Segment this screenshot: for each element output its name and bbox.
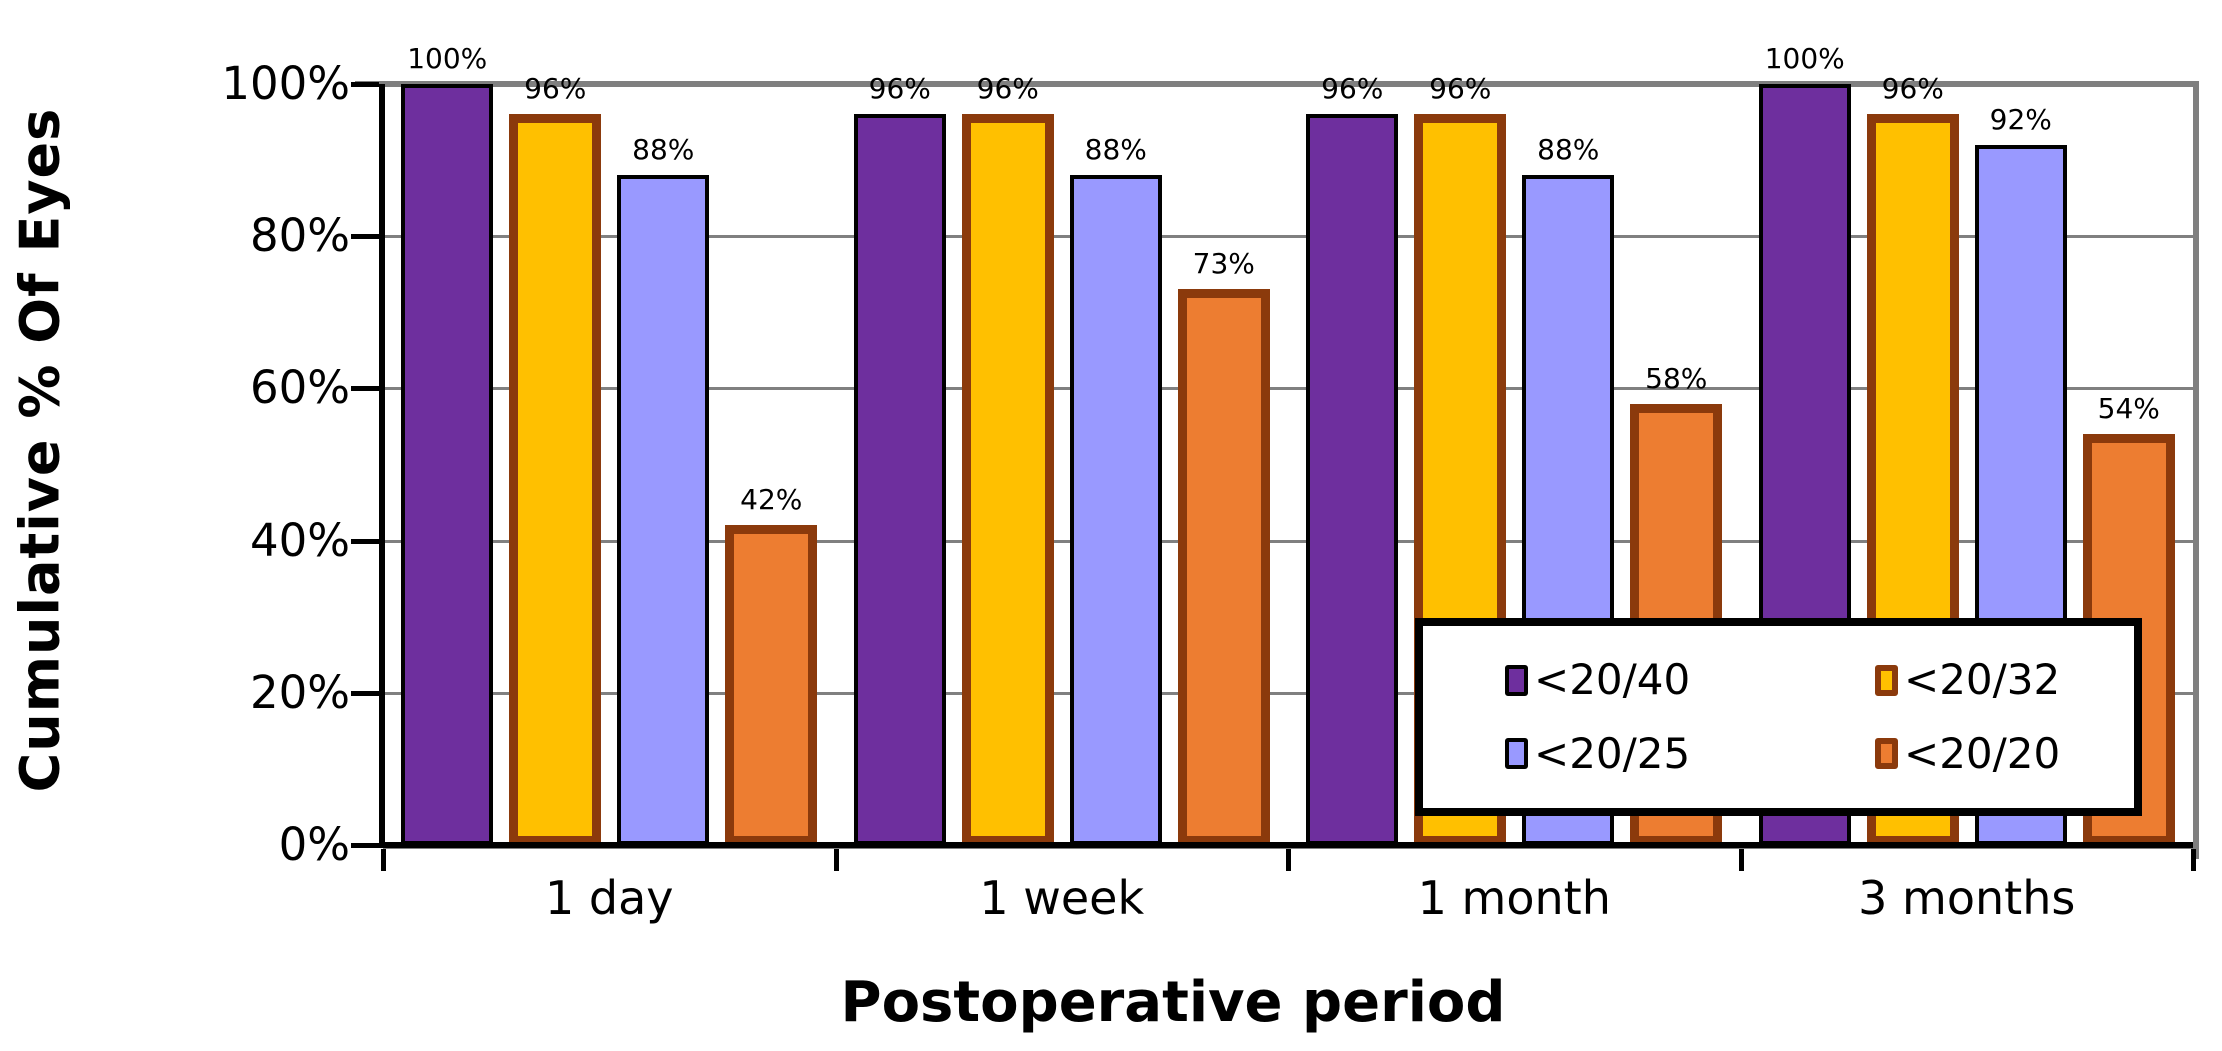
legend-label: <20/25 [1534, 728, 1691, 778]
x-tick-mark [2191, 849, 2196, 871]
bar: 73% [1177, 249, 1270, 845]
y-tick-label: 0% [278, 818, 350, 871]
legend-item: <20/25 [1505, 728, 1875, 778]
gridline [383, 387, 2193, 391]
legend-label: <20/40 [1534, 655, 1691, 705]
y-axis-title: Cumulative % Of Eyes [8, 107, 72, 793]
bar-fill [961, 114, 1054, 845]
y-tick-label: 60% [249, 361, 350, 415]
data-label: 92% [1989, 102, 2052, 136]
y-tick-mark [351, 234, 379, 240]
legend-item: <20/40 [1505, 657, 1875, 703]
bar-fill [617, 175, 710, 845]
plot-border-top [355, 81, 2199, 87]
bar-fill [1069, 175, 1162, 845]
legend-swatch-icon [1875, 664, 1898, 696]
data-label: 100% [407, 42, 488, 75]
data-label: 88% [632, 133, 695, 167]
data-label: 54% [2097, 392, 2160, 426]
y-axis-line [379, 84, 385, 848]
x-tick-mark [833, 849, 839, 871]
bar: 96% [961, 74, 1054, 845]
gridline [383, 539, 2193, 543]
bar-fill [1306, 114, 1399, 845]
bar: 96% [1306, 74, 1399, 845]
y-tick-label: 20% [249, 665, 350, 719]
x-tick-label: 1 month [1417, 871, 1611, 925]
y-tick-label: 100% [221, 57, 350, 110]
x-tick-label: 1 week [979, 871, 1145, 925]
data-label: 96% [1429, 72, 1492, 106]
bar: 96% [853, 74, 946, 845]
y-tick-mark [351, 843, 379, 848]
x-tick-label: 3 months [1858, 871, 2076, 925]
data-label: 96% [524, 72, 587, 106]
x-tick-mark [381, 849, 386, 871]
y-tick-mark [351, 82, 379, 87]
gridline [383, 235, 2193, 239]
y-tick-label: 80% [249, 209, 350, 263]
bar-fill [853, 114, 946, 845]
data-label: 88% [1537, 133, 1600, 167]
data-label: 96% [1881, 72, 1944, 106]
x-axis-line [379, 842, 2193, 848]
legend-label: <20/32 [1904, 655, 2061, 705]
bar-fill [1177, 289, 1270, 845]
data-label: 96% [976, 72, 1039, 106]
data-label: 88% [1084, 133, 1147, 167]
category-group: 96% 96% 88% 73% [836, 74, 1289, 845]
bar: 88% [617, 135, 710, 845]
bar: 88% [1069, 135, 1162, 845]
data-label: 58% [1645, 361, 1708, 395]
legend-label: <20/20 [1904, 728, 2061, 778]
legend-item: <20/20 [1875, 728, 2124, 778]
legend-swatch-icon [1505, 664, 1528, 696]
category-group: 100% 96% 88% 42% [383, 44, 836, 845]
bar: 96% [509, 74, 602, 845]
legend-item: <20/32 [1875, 657, 2124, 703]
y-tick-mark [351, 386, 379, 392]
data-label: 96% [868, 72, 931, 106]
bar: 100% [401, 44, 494, 845]
data-label: 100% [1764, 42, 1845, 75]
plot-border-right [2193, 81, 2199, 859]
y-tick-mark [351, 690, 379, 696]
x-tick-mark [1286, 849, 1291, 871]
x-axis-title: Postoperative period [840, 970, 1506, 1035]
x-tick-mark [1738, 849, 1744, 871]
legend: <20/40 <20/32 <20/25 <20/20 [1415, 618, 2142, 816]
data-label: 42% [740, 483, 803, 517]
legend-swatch-icon [1875, 738, 1898, 770]
bar-fill [509, 114, 602, 845]
data-label: 73% [1192, 247, 1255, 281]
bar-fill [725, 525, 818, 845]
bar: 42% [725, 485, 818, 845]
y-tick-label: 40% [249, 513, 350, 567]
x-axis-tick-labels: 1 day 1 week 1 month 3 months [383, 872, 2193, 932]
x-tick-label: 1 day [545, 871, 674, 925]
gridline [383, 691, 2193, 695]
legend-swatch-icon [1505, 738, 1528, 770]
y-tick-mark [351, 538, 379, 544]
data-label: 96% [1321, 72, 1384, 106]
bar-fill [401, 84, 494, 845]
